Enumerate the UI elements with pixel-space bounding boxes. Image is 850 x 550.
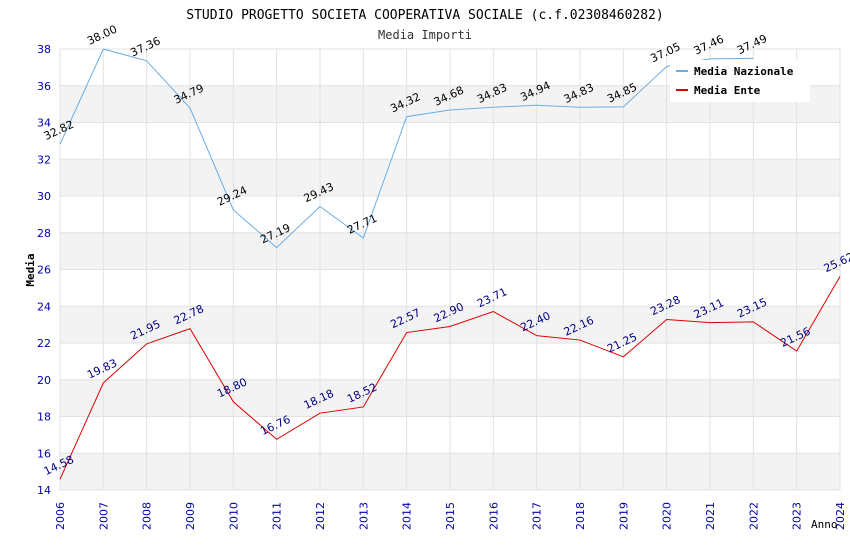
series-line (59, 48, 754, 249)
x-tick-label: 2023 (791, 502, 804, 530)
y-axis-ticks: 14 16 18 20 22 24 26 28 30 32 34 36 38 (37, 43, 51, 497)
x-tick-label: 2011 (271, 502, 284, 530)
y-tick-label: 14 (37, 484, 51, 497)
y-tick-label: 32 (37, 153, 51, 166)
x-tick-label: 2009 (184, 502, 197, 530)
x-tick-label: 2014 (401, 502, 414, 530)
data-label: 38.00 (85, 23, 119, 48)
chart-title: STUDIO PROGETTO SOCIETA COOPERATIVA SOCI… (186, 8, 663, 23)
y-tick-label: 30 (37, 190, 51, 203)
x-tick-label: 2019 (617, 502, 630, 530)
x-tick-label: 2016 (487, 502, 500, 530)
x-axis-ticks: 2006 2007 2008 2009 2010 2011 2012 2013 2014 2015… (54, 502, 847, 530)
x-axis-label: Anno (811, 518, 838, 531)
x-tick-label: 2024 (834, 502, 847, 530)
x-tick-label: 2015 (444, 502, 457, 530)
x-tick-label: 2020 (661, 502, 674, 530)
y-tick-label: 34 (37, 117, 51, 130)
x-tick-label: 2008 (141, 502, 154, 530)
grid-lines (59, 48, 841, 491)
legend-label: Media Nazionale (694, 65, 794, 78)
y-tick-label: 28 (37, 227, 51, 240)
x-tick-label: 2022 (747, 502, 760, 530)
y-tick-label: 36 (37, 80, 51, 93)
y-tick-label: 38 (37, 43, 51, 56)
chart-subtitle: Media Importi (378, 28, 472, 42)
y-tick-label: 18 (37, 411, 51, 424)
y-tick-label: 22 (37, 337, 51, 350)
x-tick-label: 2013 (357, 502, 370, 530)
y-tick-label: 16 (37, 447, 51, 460)
y-tick-label: 24 (37, 300, 51, 313)
legend-box (670, 60, 810, 102)
x-tick-label: 2018 (574, 502, 587, 530)
series-lines (59, 48, 841, 480)
y-tick-label: 26 (37, 264, 51, 277)
x-tick-label: 2006 (54, 502, 67, 530)
x-tick-label: 2010 (227, 502, 240, 530)
y-axis-label: Media (24, 253, 37, 286)
x-tick-label: 2012 (314, 502, 327, 530)
x-tick-label: 2007 (97, 502, 110, 530)
x-tick-label: 2017 (531, 502, 544, 530)
series-line (59, 276, 841, 480)
legend-label: Media Ente (694, 84, 761, 97)
x-tick-label: 2021 (704, 502, 717, 530)
legend: Media Nazionale Media Ente (670, 60, 810, 102)
y-tick-label: 20 (37, 374, 51, 387)
